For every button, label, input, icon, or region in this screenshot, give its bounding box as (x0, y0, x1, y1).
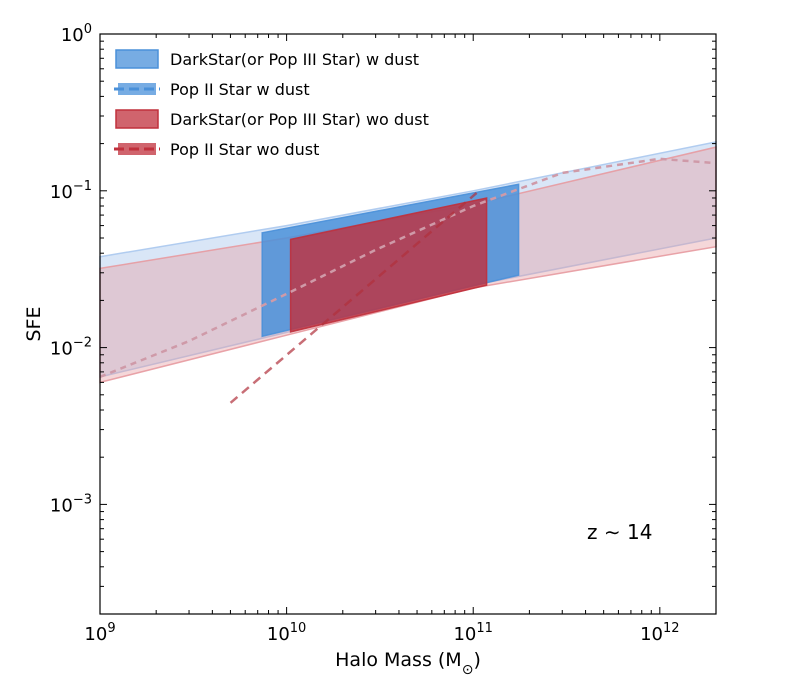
y-tick-label: 10−3 (50, 492, 92, 516)
redshift-annotation: z ∼ 14 (587, 520, 652, 544)
axis-ticks (99, 33, 717, 615)
x-axis-label: Halo Mass (M⊙) (335, 649, 481, 678)
legend-swatch (115, 109, 159, 129)
legend-label: DarkStar(or Pop III Star) wo dust (170, 110, 429, 129)
dashed-sfe-curve (99, 157, 717, 379)
legend-label: Pop II Star w dust (170, 80, 310, 99)
x-tick-label: 109 (84, 621, 115, 645)
legend-entry: Pop II Star wo dust (114, 140, 319, 159)
axis-tick-labels: 109 1010 1011 1012 10−3 10−2 10−1 100 (50, 22, 680, 645)
dashed-red-trend (229, 192, 478, 404)
x-tick-label: 1012 (640, 621, 679, 645)
legend-swatch (115, 49, 159, 69)
legend-label: Pop II Star wo dust (170, 140, 319, 159)
x-tick-label: 1011 (453, 621, 492, 645)
dashed-curves (99, 157, 717, 404)
band-fills (99, 140, 717, 384)
x-tick-label: 1010 (267, 621, 306, 645)
y-tick-label: 10−2 (50, 336, 92, 360)
y-tick-label: 100 (61, 22, 92, 46)
legend-entry: Pop II Star w dust (114, 80, 310, 99)
plot-frame (99, 33, 717, 615)
band-3 (289, 197, 488, 333)
legend-entry: DarkStar(or Pop III Star) wo dust (115, 109, 429, 129)
legend-label: DarkStar(or Pop III Star) w dust (170, 50, 419, 69)
legend-entry: DarkStar(or Pop III Star) w dust (115, 49, 419, 69)
legend: DarkStar(or Pop III Star) w dust Pop II S… (114, 49, 429, 159)
y-axis-label: SFE (23, 307, 45, 342)
y-tick-label: 10−1 (50, 179, 92, 203)
